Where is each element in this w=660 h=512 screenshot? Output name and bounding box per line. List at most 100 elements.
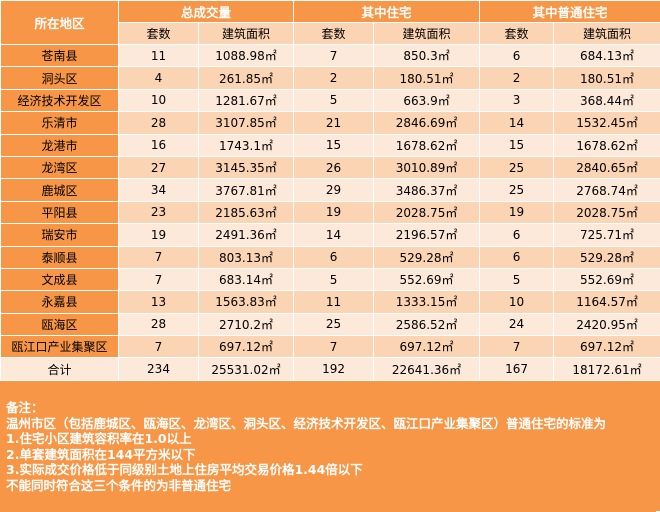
- region-cell: 泰顺县: [1, 246, 119, 268]
- header-total-deals: 总成交量: [119, 1, 294, 23]
- notes-line: 2.单套建筑面积在144平方米以下: [6, 447, 656, 463]
- ordinary-area-cell: 180.51㎡: [554, 67, 660, 89]
- total-sets-cell: 7: [119, 246, 199, 268]
- housing-area-cell: 2196.57㎡: [374, 224, 480, 246]
- region-cell: 乐清市: [1, 112, 119, 134]
- housing-area-cell: 3486.37㎡: [374, 179, 480, 201]
- subheader-area: 建筑面积: [199, 23, 294, 45]
- housing-area-cell: 22641.36㎡: [374, 358, 480, 380]
- ordinary-area-cell: 2028.75㎡: [554, 201, 660, 223]
- ordinary-sets-cell: 25: [480, 179, 554, 201]
- total-area-cell: 3107.85㎡: [199, 112, 294, 134]
- total-row: 合计 234 25531.02㎡ 192 22641.36㎡ 167 18172…: [1, 358, 660, 380]
- housing-area-cell: 180.51㎡: [374, 67, 480, 89]
- ordinary-area-cell: 697.12㎡: [554, 336, 660, 358]
- ordinary-sets-cell: 3: [480, 89, 554, 111]
- total-area-cell: 3145.35㎡: [199, 156, 294, 178]
- region-cell: 平阳县: [1, 201, 119, 223]
- housing-area-cell: 552.69㎡: [374, 268, 480, 290]
- housing-sets-cell: 5: [294, 89, 374, 111]
- table-row: 永嘉县 13 1563.83㎡ 11 1333.15㎡ 10 1164.57㎡: [1, 291, 660, 313]
- total-label: 合计: [1, 358, 119, 380]
- ordinary-sets-cell: 2: [480, 67, 554, 89]
- total-sets-cell: 10: [119, 89, 199, 111]
- ordinary-area-cell: 368.44㎡: [554, 89, 660, 111]
- header-region: 所在地区: [1, 1, 119, 45]
- ordinary-area-cell: 684.13㎡: [554, 45, 660, 67]
- housing-area-cell: 2846.69㎡: [374, 112, 480, 134]
- subheader-sets: 套数: [119, 23, 199, 45]
- subheader-sets: 套数: [294, 23, 374, 45]
- ordinary-sets-cell: 15: [480, 134, 554, 156]
- housing-area-cell: 1333.15㎡: [374, 291, 480, 313]
- total-sets-cell: 19: [119, 224, 199, 246]
- total-area-cell: 2491.36㎡: [199, 224, 294, 246]
- notes-line: 不能同时符合这三个条件的为非普通住宅: [6, 478, 656, 494]
- total-sets-cell: 28: [119, 112, 199, 134]
- region-cell: 经济技术开发区: [1, 89, 119, 111]
- housing-area-cell: 2586.52㎡: [374, 313, 480, 335]
- table-row: 瓯江口产业集聚区 7 697.12㎡ 7 697.12㎡ 7 697.12㎡: [1, 336, 660, 358]
- total-sets-cell: 7: [119, 268, 199, 290]
- ordinary-sets-cell: 25: [480, 156, 554, 178]
- ordinary-area-cell: 1532.45㎡: [554, 112, 660, 134]
- total-area-cell: 697.12㎡: [199, 336, 294, 358]
- total-area-cell: 803.13㎡: [199, 246, 294, 268]
- region-cell: 龙湾区: [1, 156, 119, 178]
- table-row: 瓯海区 28 2710.2㎡ 25 2586.52㎡ 24 2420.95㎡: [1, 313, 660, 335]
- housing-sets-cell: 6: [294, 246, 374, 268]
- total-sets-cell: 27: [119, 156, 199, 178]
- header-ordinary-housing: 其中普通住宅: [480, 1, 660, 23]
- notes-title: 备注：: [6, 400, 656, 416]
- housing-sets-cell: 7: [294, 45, 374, 67]
- region-cell: 永嘉县: [1, 291, 119, 313]
- total-area-cell: 2185.63㎡: [199, 201, 294, 223]
- total-area-cell: 1281.67㎡: [199, 89, 294, 111]
- total-sets-cell: 7: [119, 336, 199, 358]
- region-cell: 鹿城区: [1, 179, 119, 201]
- total-area-cell: 3767.81㎡: [199, 179, 294, 201]
- region-cell: 苍南县: [1, 45, 119, 67]
- region-cell: 龙港市: [1, 134, 119, 156]
- table-row: 平阳县 23 2185.63㎡ 19 2028.75㎡ 19 2028.75㎡: [1, 201, 660, 223]
- notes-line: 温州市区（包括鹿城区、瓯海区、龙湾区、洞头区、经济技术开发区、瓯江口产业集聚区）…: [6, 416, 656, 432]
- housing-area-cell: 663.9㎡: [374, 89, 480, 111]
- ordinary-area-cell: 2420.95㎡: [554, 313, 660, 335]
- table-row: 龙湾区 27 3145.35㎡ 26 3010.89㎡ 25 2840.65㎡: [1, 156, 660, 178]
- housing-area-cell: 697.12㎡: [374, 336, 480, 358]
- total-area-cell: 25531.02㎡: [199, 358, 294, 380]
- total-sets-cell: 11: [119, 45, 199, 67]
- ordinary-area-cell: 18172.61㎡: [554, 358, 660, 380]
- ordinary-sets-cell: 5: [480, 268, 554, 290]
- housing-sets-cell: 2: [294, 67, 374, 89]
- total-sets-cell: 28: [119, 313, 199, 335]
- ordinary-sets-cell: 7: [480, 336, 554, 358]
- total-area-cell: 2710.2㎡: [199, 313, 294, 335]
- table-row: 鹿城区 34 3767.81㎡ 29 3486.37㎡ 25 2768.74㎡: [1, 179, 660, 201]
- region-cell: 洞头区: [1, 67, 119, 89]
- table-row: 龙港市 16 1743.1㎡ 15 1678.62㎡ 15 1678.62㎡: [1, 134, 660, 156]
- subheader-area: 建筑面积: [554, 23, 660, 45]
- total-sets-cell: 13: [119, 291, 199, 313]
- region-cell: 文成县: [1, 268, 119, 290]
- total-area-cell: 1563.83㎡: [199, 291, 294, 313]
- housing-area-cell: 850.3㎡: [374, 45, 480, 67]
- housing-area-cell: 529.28㎡: [374, 246, 480, 268]
- table-row: 文成县 7 683.14㎡ 5 552.69㎡ 5 552.69㎡: [1, 268, 660, 290]
- ordinary-sets-cell: 19: [480, 201, 554, 223]
- total-sets-cell: 4: [119, 67, 199, 89]
- ordinary-sets-cell: 14: [480, 112, 554, 134]
- housing-sets-cell: 7: [294, 336, 374, 358]
- region-cell: 瓯海区: [1, 313, 119, 335]
- ordinary-area-cell: 1678.62㎡: [554, 134, 660, 156]
- housing-sets-cell: 5: [294, 268, 374, 290]
- ordinary-sets-cell: 6: [480, 224, 554, 246]
- housing-sets-cell: 29: [294, 179, 374, 201]
- ordinary-sets-cell: 10: [480, 291, 554, 313]
- ordinary-area-cell: 552.69㎡: [554, 268, 660, 290]
- table-row: 泰顺县 7 803.13㎡ 6 529.28㎡ 6 529.28㎡: [1, 246, 660, 268]
- subheader-area: 建筑面积: [374, 23, 480, 45]
- ordinary-sets-cell: 6: [480, 45, 554, 67]
- ordinary-sets-cell: 24: [480, 313, 554, 335]
